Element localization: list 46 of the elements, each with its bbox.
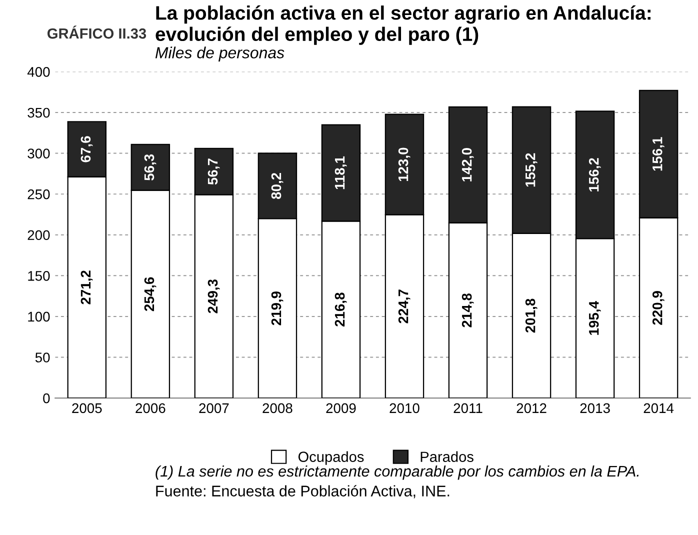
y-tick-label: 0	[43, 393, 50, 404]
x-tick-label: 2014	[644, 403, 674, 414]
data-label: 67,6	[80, 136, 93, 162]
y-tick-label: 50	[35, 352, 50, 362]
legend-label: Parados	[420, 451, 474, 462]
data-label: 219,9	[271, 291, 284, 326]
data-label: 195,4	[588, 301, 601, 335]
x-tick-label: 2009	[326, 403, 356, 414]
data-label: 123,0	[398, 148, 410, 182]
y-tick-label: 150	[28, 270, 50, 281]
data-label: 118,1	[334, 156, 347, 190]
x-tick-label: 2011	[454, 403, 482, 414]
y-tick-label: 400	[27, 67, 50, 77]
data-label: 216,8	[334, 292, 347, 326]
y-tick-label: 100	[28, 312, 50, 322]
x-tick-label: 2006	[136, 403, 166, 414]
data-label: 156,1	[652, 137, 664, 171]
data-label: 155,2	[525, 153, 538, 187]
data-label: 271,2	[80, 270, 93, 304]
data-label: 142,0	[462, 148, 474, 182]
data-label: 214,8	[462, 293, 474, 328]
data-label: 56,3	[144, 154, 156, 180]
y-tick-label: 350	[28, 108, 50, 118]
x-tick-label: 2007	[199, 403, 229, 414]
data-label: 249,3	[208, 279, 220, 314]
data-label: 156,2	[588, 158, 601, 192]
text: (1) La serie no es estrictamente comparable por los cambios en la EPA.	[156, 465, 639, 480]
chart-title: La población activa en el sector agrario en Andalucía: evolución del empleo y del paro (1)	[156, 5, 650, 45]
data-label: 224,7	[398, 290, 410, 324]
x-tick-label: 2012	[516, 403, 546, 414]
x-tick-label: 2008	[262, 403, 292, 414]
x-tick-label: 2005	[72, 403, 102, 414]
data-label: 56,7	[208, 158, 220, 185]
data-label: 254,6	[144, 277, 156, 312]
y-tick-label: 300	[28, 148, 50, 158]
legend-label: Ocupados	[298, 451, 364, 465]
y-tick-label: 250	[28, 189, 50, 200]
chart-subtitle: Miles de personas	[155, 46, 284, 62]
x-tick-label: 2010	[390, 403, 420, 414]
data-label: 80,2	[271, 172, 284, 199]
y-tick-label: 200	[28, 230, 50, 240]
source-note: Fuente: Encuesta de Población Activa, INE.	[156, 485, 450, 498]
x-tick-label: 2013	[580, 403, 610, 414]
data-label: 201,8	[525, 298, 538, 333]
text: GRÁFICO II.33	[48, 26, 146, 39]
data-label: 220,9	[652, 291, 664, 325]
